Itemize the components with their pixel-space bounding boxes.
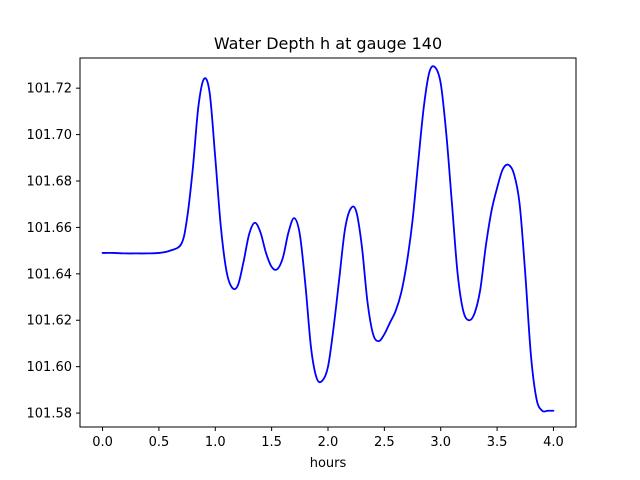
y-tick-label: 101.66 bbox=[27, 221, 73, 236]
y-tick-label: 101.60 bbox=[27, 360, 73, 375]
x-axis-label: hours bbox=[310, 456, 347, 471]
x-tick-label: 2.5 bbox=[374, 435, 395, 450]
y-tick-label: 101.64 bbox=[27, 267, 73, 282]
x-tick-label: 3.5 bbox=[487, 435, 508, 450]
x-tick-label: 1.0 bbox=[205, 435, 226, 450]
y-axis-ticks: 101.58 101.60 101.62 101.64 101.66 101.68 101.… bbox=[27, 82, 80, 422]
y-tick-label: 101.62 bbox=[27, 314, 73, 329]
y-tick-label: 101.72 bbox=[27, 82, 73, 97]
y-tick-label: 101.68 bbox=[27, 175, 73, 190]
x-tick-label: 4.0 bbox=[543, 435, 564, 450]
y-tick-label: 101.70 bbox=[27, 128, 73, 143]
x-tick-label: 1.5 bbox=[261, 435, 282, 450]
x-tick-label: 3.0 bbox=[430, 435, 451, 450]
chart-title: Water Depth h at gauge 140 bbox=[214, 34, 442, 53]
x-tick-label: 0.0 bbox=[92, 435, 113, 450]
y-tick-label: 101.58 bbox=[27, 407, 73, 422]
x-tick-label: 2.0 bbox=[318, 435, 339, 450]
series-line bbox=[101, 65, 555, 413]
plot-frame bbox=[79, 57, 577, 428]
x-tick-label: 0.5 bbox=[149, 435, 170, 450]
x-axis-ticks: 0.0 0.5 1.0 1.5 2.0 2.5 3.0 3.5 4.0 bbox=[92, 427, 564, 450]
